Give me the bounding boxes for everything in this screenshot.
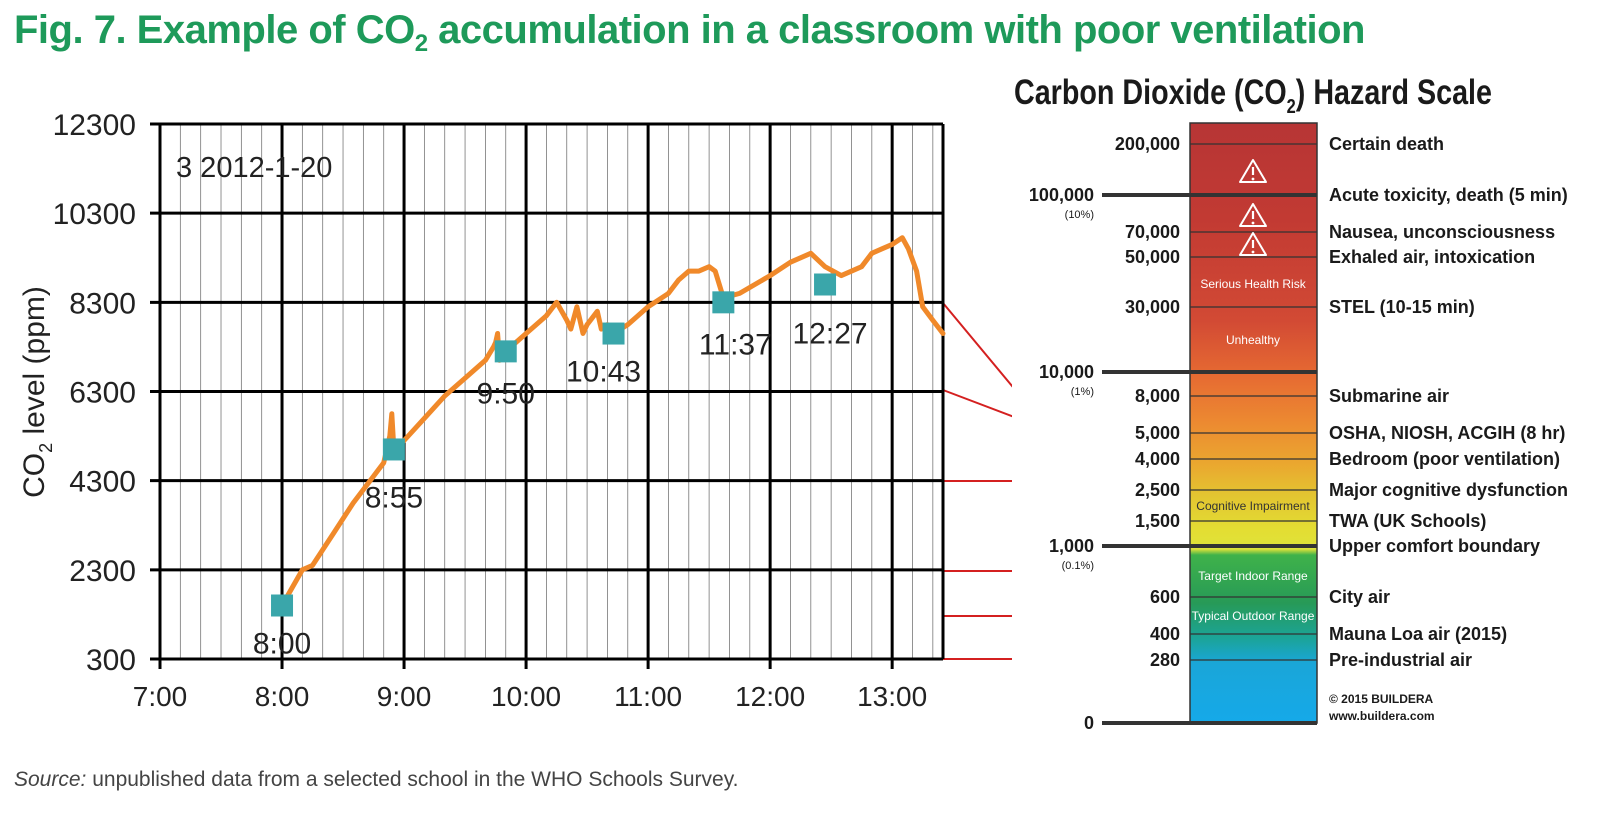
hazard-level-value: 1,500: [1135, 511, 1180, 531]
hazard-level-value: 600: [1150, 587, 1180, 607]
hazard-level-value: 70,000: [1125, 222, 1180, 242]
hazard-level-description: OSHA, NIOSH, ACGIH (8 hr): [1329, 423, 1565, 443]
hazard-zone-label: Typical Outdoor Range: [1192, 609, 1315, 623]
y-tick-label: 8300: [69, 287, 136, 320]
hazard-level-value: 2,500: [1135, 480, 1180, 500]
hazard-zone-label: Target Indoor Range: [1198, 569, 1308, 583]
hazard-title-part: Carbon Dioxide (CO: [1014, 73, 1287, 112]
hazard-level-percent: (1%): [1071, 386, 1094, 398]
warning-triangle: [1239, 159, 1267, 183]
hazard-level-value: 50,000: [1125, 247, 1180, 267]
hazard-zone-label: Unhealthy: [1226, 333, 1280, 347]
hazard-scale: Carbon Dioxide (CO2) Hazard Scale 200,000…: [1012, 70, 1588, 738]
hazard-level-percent: (0.1%): [1062, 560, 1094, 572]
hazard-level-value: 30,000: [1125, 297, 1180, 317]
hazard-level-description: Major cognitive dysfunction: [1329, 480, 1568, 500]
hazard-level-description: Bedroom (poor ventilation): [1329, 449, 1560, 469]
marker-time-label: 9:50: [477, 377, 535, 410]
marker-time-label: 8:55: [365, 481, 423, 514]
marker-time-label: 10:43: [566, 356, 641, 389]
source-note: Source: unpublished data from a selected…: [14, 768, 739, 791]
warning-dot: [1251, 177, 1255, 181]
data-marker: [271, 594, 294, 617]
figure-title: Fig. 7. Example of CO2 accumulation in a…: [14, 8, 1365, 57]
hazard-level-value: 4,000: [1135, 449, 1180, 469]
hazard-level-value: 8,000: [1135, 386, 1180, 406]
hazard-level-description: TWA (UK Schools): [1329, 511, 1486, 531]
warning-icon: [1239, 232, 1267, 256]
hazard-level-description: Submarine air: [1329, 386, 1449, 406]
hazard-level-description: Acute toxicity, death (5 min): [1329, 185, 1568, 205]
hazard-level-description: City air: [1329, 587, 1390, 607]
y-tick-label: 6300: [69, 377, 136, 410]
x-tick-label: 8:00: [255, 681, 310, 712]
hazard-level-value: 100,000: [1029, 185, 1094, 205]
y-tick-label: 4300: [69, 466, 136, 499]
marker-time-label: 12:27: [793, 318, 868, 351]
y-tick-label: 300: [86, 644, 136, 677]
hazard-level-value: 0: [1084, 713, 1094, 733]
x-tick-label: 11:00: [614, 681, 682, 712]
hazard-level-description: STEL (10-15 min): [1329, 297, 1475, 317]
y-tick-label: 10300: [53, 198, 136, 231]
x-tick-label: 13:00: [857, 681, 927, 712]
warning-dot: [1251, 221, 1255, 225]
y-axis-label-sub: 2: [36, 443, 56, 453]
co2-series-line: [279, 235, 946, 608]
hazard-level-description: Mauna Loa air (2015): [1329, 624, 1507, 644]
hazard-level-description: Exhaled air, intoxication: [1329, 247, 1535, 267]
x-tick-label: 7:00: [133, 681, 188, 712]
credit-line: © 2015 BUILDERA: [1329, 692, 1434, 706]
hazard-level-value: 280: [1150, 650, 1180, 670]
warning-triangle: [1239, 232, 1267, 256]
hazard-level-description: Certain death: [1329, 134, 1444, 154]
data-marker: [494, 340, 517, 363]
marker-time-label: 11:37: [699, 328, 772, 361]
credit-url: www.buildera.com: [1328, 709, 1435, 723]
y-tick-label: 2300: [69, 555, 136, 588]
data-marker: [602, 322, 625, 345]
hazard-level-value: 10,000: [1039, 362, 1094, 382]
y-axis-label-part: level (ppm): [18, 286, 51, 443]
x-tick-label: 9:00: [377, 681, 432, 712]
hazard-title-part: ) Hazard Scale: [1296, 73, 1492, 112]
y-axis-label: CO2 level (ppm): [18, 286, 56, 498]
hazard-title-sub: 2: [1287, 96, 1296, 118]
co2-line-chart: 7:00 8:00 9:00 10:00 11:00 12:00 13:00 300 2300 4…: [18, 109, 946, 712]
warning-icon: [1239, 159, 1267, 183]
hazard-zone-label: Serious Health Risk: [1200, 277, 1306, 291]
data-marker: [382, 438, 405, 461]
warning-triangle: [1239, 203, 1267, 227]
y-tick-label: 12300: [53, 109, 136, 142]
hazard-level-value: 5,000: [1135, 423, 1180, 443]
hazard-level-description: Nausea, unconsciousness: [1329, 222, 1555, 242]
hazard-level-value: 400: [1150, 624, 1180, 644]
data-marker: [814, 273, 837, 296]
x-tick-label: 10:00: [491, 681, 561, 712]
hazard-scale-title: Carbon Dioxide (CO2) Hazard Scale: [1014, 73, 1492, 118]
hazard-level-description: Pre-industrial air: [1329, 650, 1472, 670]
hazard-level-value: 200,000: [1115, 134, 1180, 154]
marker-time-label: 8:00: [253, 628, 311, 661]
hazard-level-value: 1,000: [1049, 536, 1094, 556]
hazard-zone-label: Cognitive Impairment: [1196, 499, 1310, 513]
chart-annotation: 3 2012-1-20: [176, 152, 332, 184]
hazard-level-percent: (10%): [1065, 209, 1094, 221]
hazard-level-description: Upper comfort boundary: [1329, 536, 1540, 556]
warning-icon: [1239, 203, 1267, 227]
x-tick-label: 12:00: [735, 681, 805, 712]
y-axis-label-part: CO: [18, 453, 51, 498]
data-marker: [712, 291, 735, 314]
warning-dot: [1251, 250, 1255, 254]
